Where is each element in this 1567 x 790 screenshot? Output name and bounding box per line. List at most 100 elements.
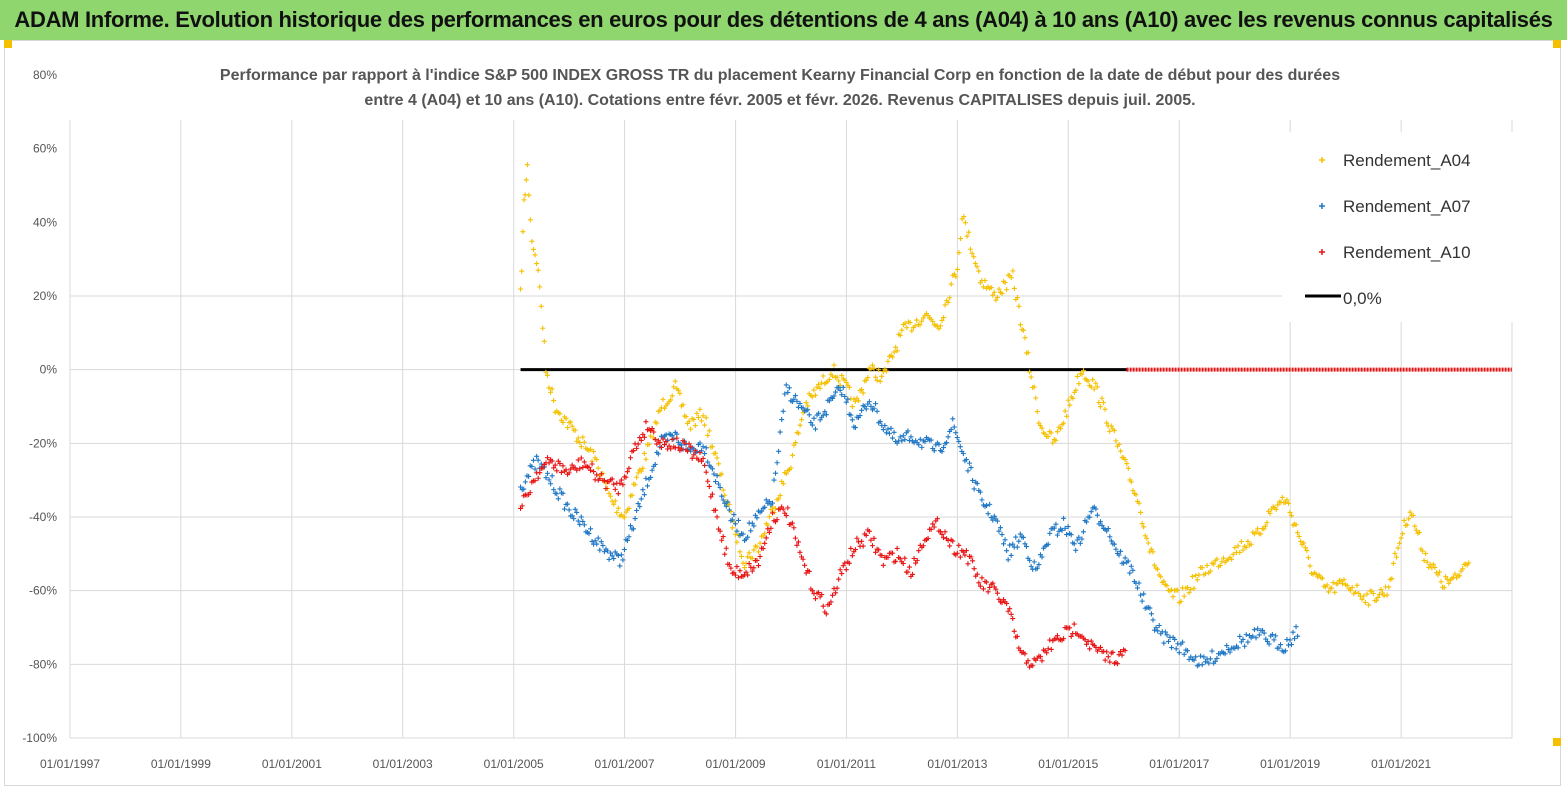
data-point bbox=[1076, 381, 1082, 387]
data-point bbox=[815, 381, 821, 387]
data-point bbox=[1214, 655, 1220, 661]
data-point bbox=[852, 398, 858, 404]
data-point bbox=[873, 549, 879, 555]
data-point bbox=[842, 393, 848, 399]
data-point bbox=[846, 384, 852, 390]
data-point bbox=[906, 564, 912, 570]
data-point bbox=[1093, 644, 1099, 650]
data-point bbox=[565, 425, 571, 431]
data-point bbox=[1273, 506, 1279, 512]
data-point bbox=[1010, 268, 1016, 274]
data-point bbox=[729, 517, 735, 523]
data-point bbox=[839, 372, 845, 378]
data-point bbox=[1398, 535, 1404, 541]
data-point bbox=[839, 392, 845, 398]
data-point bbox=[911, 556, 917, 562]
data-point bbox=[569, 513, 575, 519]
data-point bbox=[994, 294, 1000, 300]
data-point bbox=[939, 449, 945, 455]
data-point bbox=[999, 600, 1005, 606]
data-point bbox=[1151, 562, 1157, 568]
data-point bbox=[626, 534, 632, 540]
data-point bbox=[941, 315, 947, 321]
data-point bbox=[816, 410, 822, 416]
data-point bbox=[597, 547, 603, 553]
data-point bbox=[1255, 526, 1261, 532]
data-point bbox=[842, 560, 848, 566]
data-point bbox=[971, 566, 977, 572]
data-point bbox=[950, 538, 956, 544]
data-point bbox=[563, 467, 569, 473]
data-point bbox=[519, 503, 525, 509]
data-point bbox=[757, 540, 763, 546]
data-point bbox=[549, 458, 555, 464]
data-point bbox=[849, 553, 855, 559]
data-point bbox=[785, 389, 791, 395]
data-point bbox=[925, 535, 931, 541]
data-point bbox=[1430, 561, 1436, 567]
data-point bbox=[678, 446, 684, 452]
data-point bbox=[1256, 632, 1262, 638]
data-point bbox=[950, 416, 956, 422]
x-tick-label: 01/01/1999 bbox=[151, 757, 211, 771]
data-point bbox=[638, 468, 644, 474]
data-point bbox=[951, 271, 957, 277]
data-point bbox=[897, 332, 903, 338]
data-point bbox=[641, 434, 647, 440]
data-point bbox=[914, 317, 920, 323]
data-point bbox=[635, 470, 641, 476]
data-point bbox=[917, 322, 923, 328]
data-point bbox=[794, 542, 800, 548]
data-point bbox=[720, 497, 726, 503]
data-point bbox=[783, 513, 789, 519]
data-point bbox=[1005, 557, 1011, 563]
data-point bbox=[560, 419, 566, 425]
data-point bbox=[1222, 651, 1228, 657]
data-point bbox=[1016, 645, 1022, 651]
data-point bbox=[608, 493, 614, 499]
data-point bbox=[1065, 524, 1071, 530]
data-point bbox=[745, 554, 751, 560]
data-point bbox=[776, 448, 782, 454]
data-point bbox=[703, 415, 709, 421]
data-point bbox=[692, 448, 698, 454]
data-point bbox=[1122, 648, 1128, 654]
data-point bbox=[635, 441, 641, 447]
data-point bbox=[1011, 285, 1017, 291]
data-point bbox=[641, 492, 647, 498]
data-point bbox=[988, 285, 994, 291]
data-point bbox=[984, 579, 990, 585]
data-point bbox=[745, 534, 751, 540]
data-point bbox=[846, 560, 852, 566]
data-point bbox=[826, 377, 832, 382]
data-point bbox=[1188, 586, 1194, 592]
data-point bbox=[601, 549, 607, 555]
data-point bbox=[1077, 540, 1083, 546]
data-point bbox=[1105, 526, 1111, 532]
data-point bbox=[545, 470, 551, 476]
data-point bbox=[987, 501, 993, 507]
data-point bbox=[823, 412, 829, 418]
data-point bbox=[591, 448, 597, 454]
data-point bbox=[600, 543, 606, 549]
data-point bbox=[962, 552, 968, 558]
data-point bbox=[831, 362, 837, 368]
data-point bbox=[1266, 641, 1272, 647]
data-point bbox=[988, 515, 994, 521]
data-point bbox=[522, 479, 528, 485]
data-point bbox=[916, 548, 922, 554]
data-point bbox=[1014, 633, 1020, 639]
data-point bbox=[868, 403, 874, 409]
data-point bbox=[1153, 625, 1159, 631]
data-point bbox=[760, 546, 766, 552]
data-point bbox=[1054, 429, 1060, 435]
data-point bbox=[691, 416, 697, 422]
data-point bbox=[624, 469, 630, 475]
data-point bbox=[855, 398, 861, 404]
data-point bbox=[1022, 335, 1028, 341]
data-point bbox=[732, 531, 738, 537]
data-point bbox=[1034, 565, 1040, 571]
legend-label: Rendement_A10 bbox=[1343, 243, 1471, 262]
data-point bbox=[919, 318, 925, 324]
data-point bbox=[1441, 585, 1447, 591]
